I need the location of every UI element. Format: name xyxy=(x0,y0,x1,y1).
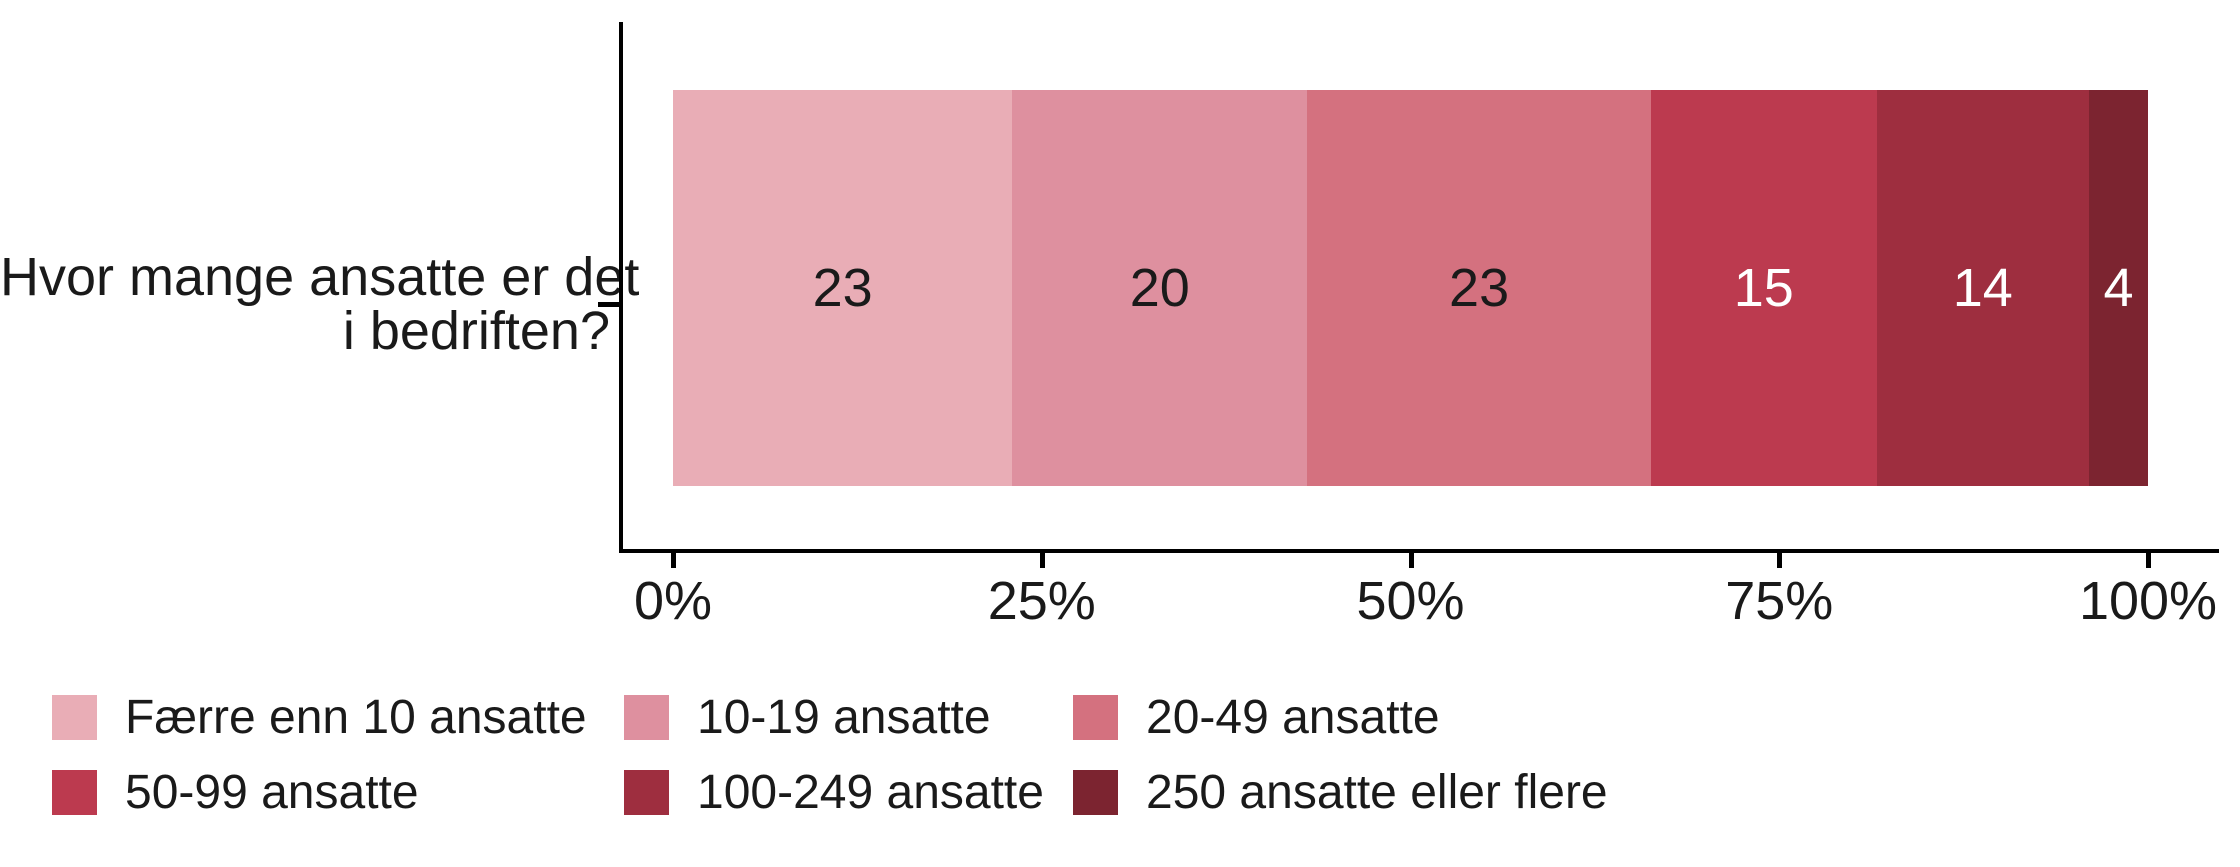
x-axis-tick xyxy=(1777,553,1783,568)
segment-value-label: 23 xyxy=(1449,258,1510,318)
x-axis-line xyxy=(619,549,2219,553)
legend-swatch xyxy=(1073,770,1118,815)
y-axis-title-line2: i bedriften? xyxy=(342,301,610,361)
x-axis-tick xyxy=(2146,553,2151,568)
legend-label: 10-19 ansatte xyxy=(697,691,991,744)
legend-item-4: 50-99 ansatte xyxy=(52,766,419,819)
legend-swatch xyxy=(1073,695,1118,740)
segment-value-label: 4 xyxy=(2103,258,2134,318)
legend-label: Færre enn 10 ansatte xyxy=(125,691,587,744)
bar-segment-6: 4 xyxy=(2088,90,2148,486)
legend-swatch xyxy=(52,695,97,740)
x-axis-tick-label: 75% xyxy=(1725,571,1834,631)
legend-item-6: 250 ansatte eller flere xyxy=(1073,766,1608,819)
segment-value-label: 15 xyxy=(1733,258,1794,318)
x-axis-tick-label: 100% xyxy=(2078,571,2218,631)
legend-swatch xyxy=(624,770,669,815)
y-axis-line xyxy=(619,22,623,553)
segment-value-label: 14 xyxy=(1952,258,2013,318)
legend-label: 50-99 ansatte xyxy=(125,766,419,819)
stacked-bar: 23 20 23 15 14 4 xyxy=(673,90,2148,486)
bar-segment-3: 23 xyxy=(1307,90,1651,486)
segment-value-label: 20 xyxy=(1129,258,1190,318)
bar-segment-4: 15 xyxy=(1650,90,1877,486)
x-axis-tick-label: 0% xyxy=(633,571,713,631)
y-axis-tick xyxy=(598,302,619,307)
legend-label: 100-249 ansatte xyxy=(697,766,1044,819)
legend-label: 250 ansatte eller flere xyxy=(1146,766,1608,819)
legend-swatch xyxy=(52,770,97,815)
bar-segment-2: 20 xyxy=(1012,90,1308,486)
legend-label: 20-49 ansatte xyxy=(1146,691,1440,744)
y-axis-title-line1: Hvor mange ansatte er det xyxy=(0,247,640,307)
x-axis-tick xyxy=(671,553,676,568)
x-axis-tick-label: 25% xyxy=(987,571,1096,631)
legend-item-5: 100-249 ansatte xyxy=(624,766,1044,819)
x-axis-tick-label: 50% xyxy=(1356,571,1465,631)
legend-item-2: 10-19 ansatte xyxy=(624,691,991,744)
x-axis-tick xyxy=(1039,553,1045,568)
bar-segment-1: 23 xyxy=(673,90,1013,486)
segment-value-label: 23 xyxy=(812,258,873,318)
x-axis-tick xyxy=(1408,553,1414,568)
legend-item-1: Færre enn 10 ansatte xyxy=(52,691,587,744)
legend-swatch xyxy=(624,695,669,740)
bar-segment-5: 14 xyxy=(1876,90,2089,486)
legend-item-3: 20-49 ansatte xyxy=(1073,691,1440,744)
y-axis-title: Hvor mange ansatte er det i bedriften? xyxy=(0,247,640,361)
